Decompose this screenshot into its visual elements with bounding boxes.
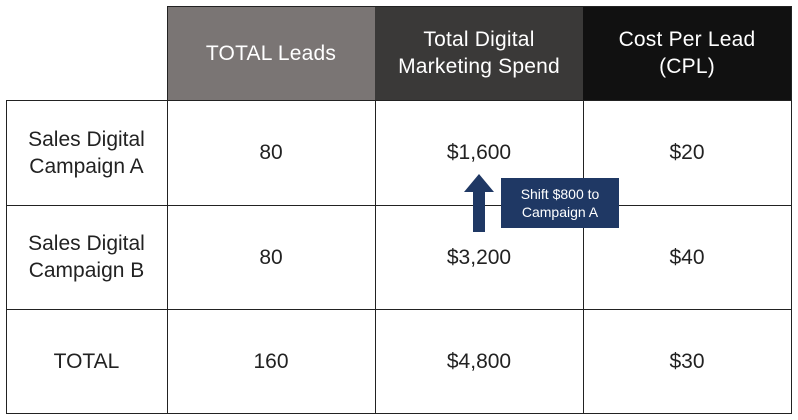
grid-line (6, 100, 7, 414)
cell-cpl-total: $30 (669, 349, 705, 373)
cell-leads-total: 160 (253, 349, 289, 373)
cell-cpl-campaign-a: $20 (669, 141, 705, 164)
shift-budget-callout: Shift $800 to Campaign A (501, 178, 619, 228)
cell-spend-total: $4,800 (446, 349, 512, 373)
grid-line (791, 6, 792, 414)
header-total-leads: TOTAL Leads (167, 6, 375, 100)
grid-line (375, 100, 376, 414)
grid-line (167, 6, 792, 7)
header-cost-per-lead: Cost Per Lead (CPL) (583, 6, 791, 100)
up-arrow-icon (464, 174, 494, 232)
row-label-campaign-a: Sales Digital Campaign A (28, 127, 145, 178)
grid-line (6, 309, 792, 310)
cell-leads-campaign-a: 80 (259, 141, 283, 164)
grid-line (167, 6, 168, 414)
cell-spend-campaign-b: $3,200 (446, 245, 512, 269)
cell-leads-campaign-b: 80 (259, 245, 283, 269)
cell-cpl-campaign-b: $40 (669, 245, 705, 269)
grid-line (6, 413, 792, 414)
header-total-digital-marketing-spend: Total Digital Marketing Spend (375, 6, 583, 100)
grid-line (583, 100, 584, 414)
grid-line (6, 100, 792, 101)
row-label-campaign-b: Sales Digital Campaign B (28, 232, 145, 282)
row-label-total: TOTAL (53, 349, 120, 373)
grid-line (6, 205, 792, 206)
cell-spend-campaign-a: $1,600 (446, 141, 512, 164)
